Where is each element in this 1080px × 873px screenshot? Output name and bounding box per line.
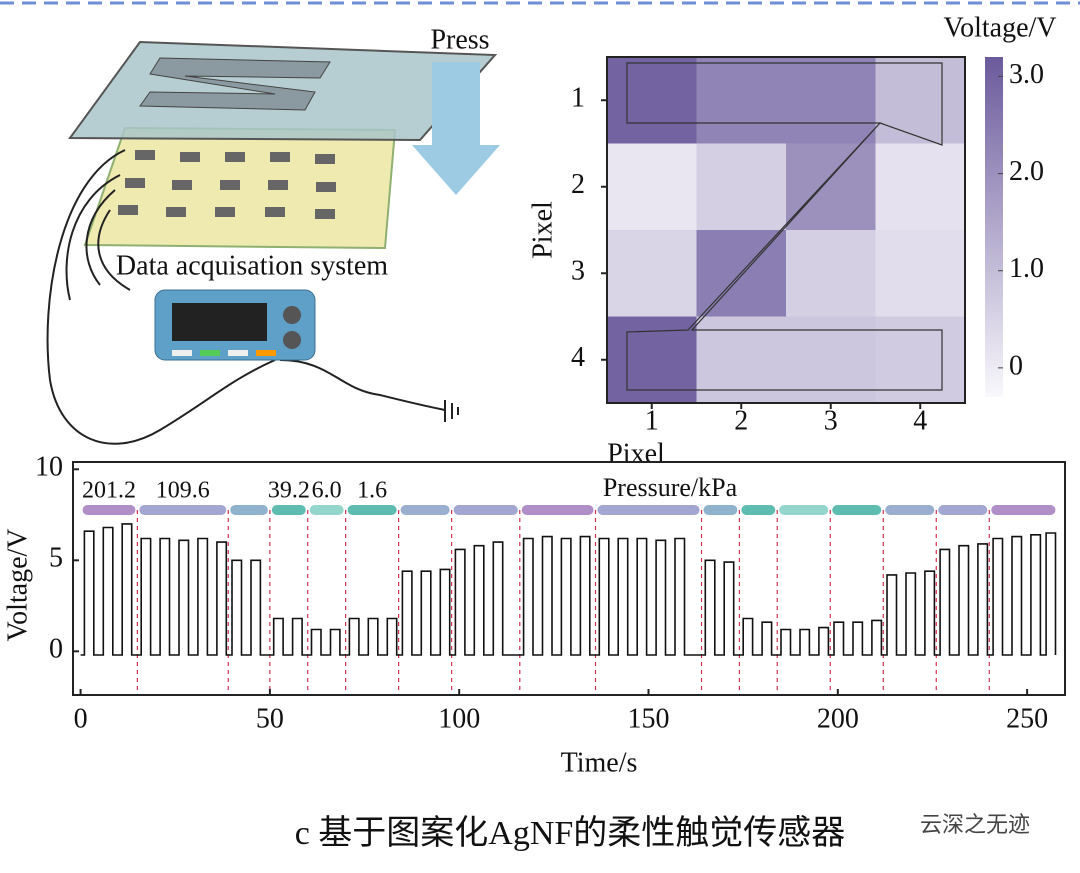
heat-cell bbox=[696, 316, 786, 403]
heat-cell bbox=[875, 143, 965, 230]
heat-cell bbox=[786, 143, 876, 230]
x-tick-label: 200 bbox=[817, 703, 859, 734]
heat-cell bbox=[786, 316, 876, 403]
illustration: Press Data acquisation system bbox=[46, 24, 500, 445]
pressure-bar bbox=[82, 505, 136, 515]
pressure-label: 201.2 bbox=[82, 478, 136, 504]
heat-cell bbox=[786, 57, 876, 144]
daq-screen bbox=[172, 303, 267, 341]
heat-cell bbox=[696, 143, 786, 230]
pressure-bar bbox=[271, 505, 306, 515]
x-tick-label: 250 bbox=[1006, 703, 1048, 734]
pressure-bar bbox=[779, 505, 829, 515]
pressure-bar bbox=[139, 505, 227, 515]
y-tick-label: 5 bbox=[49, 543, 63, 574]
system-label: Data acquisation system bbox=[116, 250, 388, 281]
caption: c 基于图案化AgNF的柔性触觉传感器 bbox=[295, 814, 846, 852]
pressure-axis-label: Pressure/kPa bbox=[603, 473, 738, 502]
pressure-bar bbox=[991, 505, 1056, 515]
heat-cell bbox=[875, 57, 965, 144]
pressure-label: 109.6 bbox=[156, 478, 210, 504]
heat-cell bbox=[607, 230, 697, 317]
pressure-bar bbox=[703, 505, 738, 515]
x-tick-label: 100 bbox=[438, 703, 480, 734]
ground-symbol bbox=[444, 400, 459, 422]
pressure-bar bbox=[347, 505, 397, 515]
y-axis-label: Pixel bbox=[527, 201, 558, 259]
x-axis-label: Pixel bbox=[607, 438, 665, 469]
colorbar-label: Voltage/V bbox=[943, 12, 1056, 43]
pressure-label: 1.6 bbox=[357, 478, 387, 504]
heatmap-chart: 1 2 3 4 1 2 3 4 Pixel Pixel 0 1.0 2.0 3.0 Voltage/V bbox=[527, 12, 1056, 469]
y-tick-label: 2 bbox=[571, 169, 585, 200]
colorbar-tick-label: 2.0 bbox=[1009, 156, 1044, 187]
x-tick-label: 150 bbox=[628, 703, 670, 734]
y-tick-label: 4 bbox=[571, 342, 585, 373]
press-arrow bbox=[412, 62, 500, 195]
x-tick-label: 1 bbox=[645, 405, 659, 436]
x-tick-label: 0 bbox=[74, 703, 88, 734]
pressure-bar bbox=[453, 505, 518, 515]
pressure-bar bbox=[400, 505, 450, 515]
pressure-bar bbox=[597, 505, 700, 515]
plot-frame bbox=[72, 461, 1066, 696]
wires bbox=[46, 149, 446, 445]
z-pattern bbox=[139, 57, 331, 111]
x-tick-label: 4 bbox=[913, 405, 927, 436]
colorbar-tick-label: 0 bbox=[1009, 350, 1023, 381]
pressure-bar bbox=[832, 505, 882, 515]
pressure-bar bbox=[309, 505, 344, 515]
watermark: 云深之无迹 bbox=[920, 813, 1030, 838]
heat-cell bbox=[875, 316, 965, 403]
x-tick-label: 3 bbox=[824, 405, 838, 436]
pressure-bar bbox=[938, 505, 988, 515]
x-tick-label: 50 bbox=[256, 703, 284, 734]
pressure-label: 6.0 bbox=[312, 478, 342, 504]
heat-cell bbox=[607, 57, 697, 144]
x-tick-label: 2 bbox=[734, 405, 748, 436]
press-label: Press bbox=[430, 24, 489, 55]
z-outline bbox=[626, 62, 943, 391]
colorbar-tick-label: 3.0 bbox=[1009, 59, 1044, 90]
heat-cell bbox=[875, 230, 965, 317]
heat-cell bbox=[607, 143, 697, 230]
voltage-line bbox=[80, 523, 1057, 656]
pressure-bar bbox=[230, 505, 268, 515]
heat-cell bbox=[786, 230, 876, 317]
pressure-bar bbox=[741, 505, 776, 515]
y-tick-label: 1 bbox=[571, 83, 585, 114]
y-axis-label: Voltage/V bbox=[2, 528, 33, 641]
colorbar bbox=[985, 57, 1003, 397]
pressure-bar bbox=[885, 505, 935, 515]
sensor-pixels bbox=[118, 150, 336, 219]
y-tick-label: 3 bbox=[571, 256, 585, 287]
colorbar-tick-label: 1.0 bbox=[1009, 253, 1044, 284]
pressure-bar bbox=[521, 505, 594, 515]
x-axis-label: Time/s bbox=[561, 747, 638, 778]
pressure-label: 39.2 bbox=[268, 478, 310, 504]
y-tick-label: 0 bbox=[49, 634, 63, 665]
heat-cell bbox=[696, 57, 786, 144]
y-tick-label: 10 bbox=[35, 452, 63, 483]
plot-frame bbox=[606, 56, 966, 404]
